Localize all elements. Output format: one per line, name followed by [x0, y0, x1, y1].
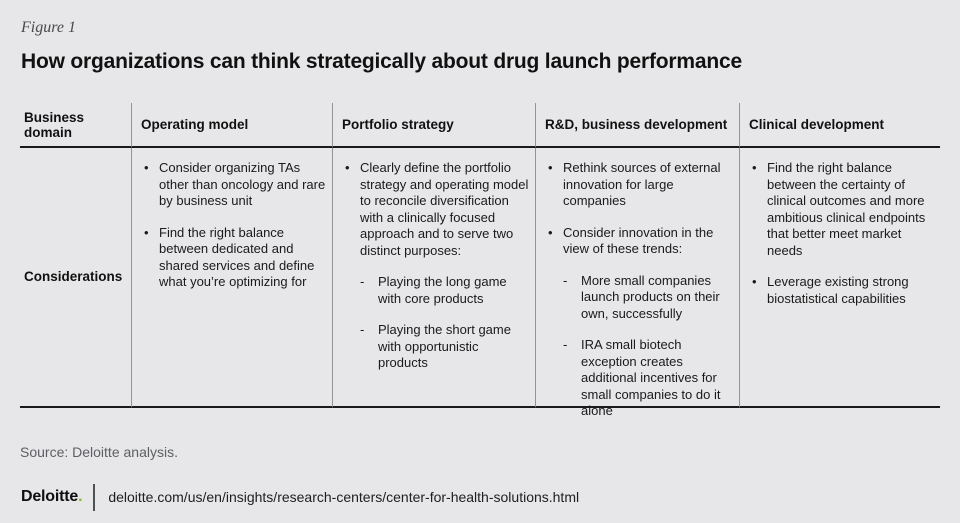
dash-marker: -: [563, 337, 568, 352]
list-item-text: Clearly define the portfolio strategy an…: [360, 160, 529, 258]
list-item: • Consider innovation in the view of the…: [536, 225, 733, 258]
dash-marker: -: [360, 322, 365, 337]
list-item-text: Playing the long game with core products: [378, 274, 507, 306]
bullet-marker: •: [144, 224, 149, 240]
bullet-marker: •: [144, 160, 149, 175]
list-item-text: Find the right balance between the certa…: [767, 160, 926, 258]
footer-url: deloitte.com/us/en/insights/research-cen…: [108, 489, 580, 505]
strategy-table: Business domain Operating model Portfoli…: [20, 103, 940, 418]
list-item-text: Consider organizing TAs other than oncol…: [159, 160, 326, 208]
column-header-rd-business-development: R&D, business development: [535, 103, 739, 148]
list-item-text: Find the right balance between dedicated…: [159, 224, 315, 290]
list-item-text: More small companies launch products on …: [581, 272, 720, 321]
list-subitem: - More small companies launch products o…: [536, 273, 733, 323]
bullet-marker: •: [548, 224, 553, 240]
bullet-marker: •: [548, 160, 553, 175]
page-title: How organizations can think strategicall…: [21, 50, 742, 73]
cell-portfolio-strategy: • Clearly define the portfolio strategy …: [332, 148, 535, 408]
list-item-text: IRA small biotech exception creates addi…: [581, 337, 721, 418]
row-label-cell: Considerations: [20, 148, 131, 408]
dash-marker: -: [360, 274, 365, 289]
column-header-operating-model: Operating model: [131, 103, 332, 148]
list-item: • Rethink sources of external innovation…: [536, 160, 733, 210]
list-item: • Find the right balance between dedicat…: [132, 225, 326, 291]
column-header-clinical-development: Clinical development: [739, 103, 940, 148]
list-item: • Consider organizing TAs other than onc…: [132, 160, 326, 210]
footer-divider: [93, 483, 96, 511]
list-subitem: - Playing the long game with core produc…: [333, 274, 529, 307]
figure-label: Figure 1: [21, 19, 76, 36]
deloitte-logo-text: Deloitte: [21, 488, 79, 505]
list-item-text: Leverage existing strong biostatistical …: [767, 274, 909, 306]
list-item-text: Rethink sources of external innovation f…: [563, 160, 721, 208]
bullet-marker: •: [345, 160, 350, 175]
footer: Deloitte. deloitte.com/us/en/insights/re…: [21, 483, 960, 511]
cell-operating-model: • Consider organizing TAs other than onc…: [131, 148, 332, 408]
list-item: • Find the right balance between the cer…: [740, 160, 934, 259]
list-subitem: - Playing the short game with opportunis…: [333, 322, 529, 372]
cell-rd-business-development: • Rethink sources of external innovation…: [535, 148, 739, 418]
deloitte-logo: Deloitte.: [21, 488, 83, 506]
list-item: • Leverage existing strong biostatistica…: [740, 274, 934, 307]
list-item-text: Playing the short game with opportunisti…: [378, 322, 511, 370]
bullet-marker: •: [752, 274, 757, 289]
list-item: • Clearly define the portfolio strategy …: [333, 160, 529, 259]
list-subitem: - IRA small biotech exception creates ad…: [536, 337, 733, 420]
bullet-marker: •: [752, 160, 757, 175]
row-label-considerations: Considerations: [24, 268, 123, 284]
column-header-portfolio-strategy: Portfolio strategy: [332, 103, 535, 148]
list-item-text: Consider innovation in the view of these…: [563, 224, 714, 257]
cell-clinical-development: • Find the right balance between the cer…: [739, 148, 940, 408]
column-header-business-domain: Business domain: [20, 103, 131, 148]
dash-marker: -: [563, 272, 568, 288]
source-note: Source: Deloitte analysis.: [20, 444, 178, 460]
deloitte-logo-dot: .: [78, 488, 83, 505]
